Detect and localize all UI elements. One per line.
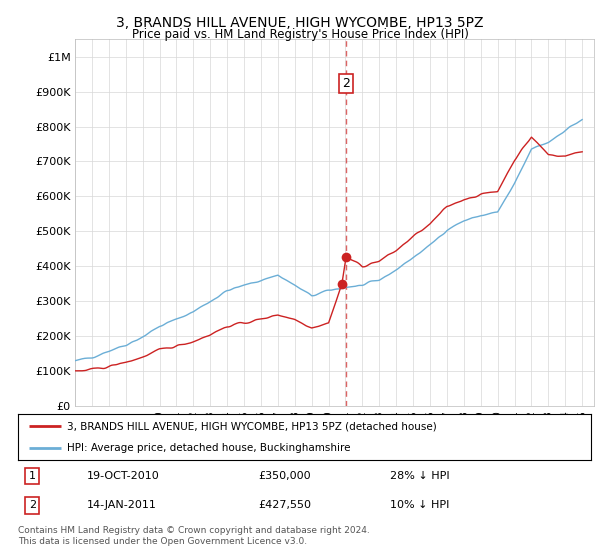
Text: 3, BRANDS HILL AVENUE, HIGH WYCOMBE, HP13 5PZ (detached house): 3, BRANDS HILL AVENUE, HIGH WYCOMBE, HP1… <box>67 421 436 431</box>
Text: £350,000: £350,000 <box>259 471 311 481</box>
Text: Contains HM Land Registry data © Crown copyright and database right 2024.
This d: Contains HM Land Registry data © Crown c… <box>18 526 370 546</box>
Text: HPI: Average price, detached house, Buckinghamshire: HPI: Average price, detached house, Buck… <box>67 443 350 453</box>
Text: 2: 2 <box>342 77 350 90</box>
Text: £427,550: £427,550 <box>259 501 311 511</box>
Text: 1: 1 <box>29 471 36 481</box>
Text: 14-JAN-2011: 14-JAN-2011 <box>87 501 157 511</box>
Text: 28% ↓ HPI: 28% ↓ HPI <box>391 471 450 481</box>
Text: 19-OCT-2010: 19-OCT-2010 <box>87 471 160 481</box>
Text: 3, BRANDS HILL AVENUE, HIGH WYCOMBE, HP13 5PZ: 3, BRANDS HILL AVENUE, HIGH WYCOMBE, HP1… <box>116 16 484 30</box>
Text: 10% ↓ HPI: 10% ↓ HPI <box>391 501 450 511</box>
Text: 2: 2 <box>29 501 36 511</box>
Text: Price paid vs. HM Land Registry's House Price Index (HPI): Price paid vs. HM Land Registry's House … <box>131 28 469 41</box>
